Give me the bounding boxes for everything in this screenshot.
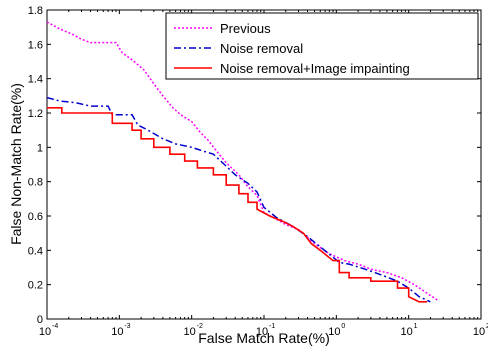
series-line-2 <box>46 96 431 303</box>
series-line-1 <box>46 21 438 301</box>
y-tick-label: 0.8 <box>28 177 43 189</box>
series-line-3 <box>47 107 428 303</box>
x-tick-label-base: 10 <box>111 326 123 338</box>
series-layer <box>46 21 438 303</box>
x-tick-label-exponent: -2 <box>197 323 203 330</box>
x-tick-label-exponent: -4 <box>52 323 58 330</box>
x-tick-label-base: 10 <box>473 326 485 338</box>
y-tick-label: 1.4 <box>28 74 43 86</box>
legend-label-2: Noise removal <box>220 41 303 56</box>
y-tick-label: 1.2 <box>28 108 43 120</box>
y-tick-label: 0.4 <box>28 245 43 257</box>
legend-box <box>165 12 479 80</box>
x-tick-label-exponent: 0 <box>341 323 345 330</box>
x-tick-label-exponent: -3 <box>124 323 130 330</box>
y-tick-label: 1 <box>37 142 43 154</box>
x-tick-label-exponent: 1 <box>414 323 418 330</box>
y-tick-label: 0 <box>37 314 43 326</box>
y-tick-label: 0.2 <box>28 280 43 292</box>
legend: Previous Noise removal Noise removal+Image… <box>165 12 479 80</box>
legend-label-1: Previous <box>220 21 271 36</box>
y-tick-label: 0.6 <box>28 211 43 223</box>
x-axis-title: False Match Rate(%) <box>198 330 329 346</box>
y-axis: 0 0.2 0.4 0.6 0.8 1 1.2 1.4 1.6 1.8 <box>28 5 481 326</box>
y-tick-label: 1.8 <box>28 5 43 17</box>
y-tick-label: 1.6 <box>28 39 43 51</box>
x-tick-label-base: 10 <box>401 326 413 338</box>
x-tick-label-base: 10 <box>328 326 340 338</box>
x-tick-label-exponent: 2 <box>486 323 488 330</box>
x-tick-label-base: 10 <box>39 326 51 338</box>
x-tick-label-base: 10 <box>184 326 196 338</box>
x-tick-label-base: 10 <box>256 326 268 338</box>
x-tick-label-exponent: -1 <box>269 323 275 330</box>
y-axis-title: False Non-Match Rate(%) <box>8 83 24 245</box>
legend-label-3: Noise removal+Image impainting <box>220 61 410 76</box>
